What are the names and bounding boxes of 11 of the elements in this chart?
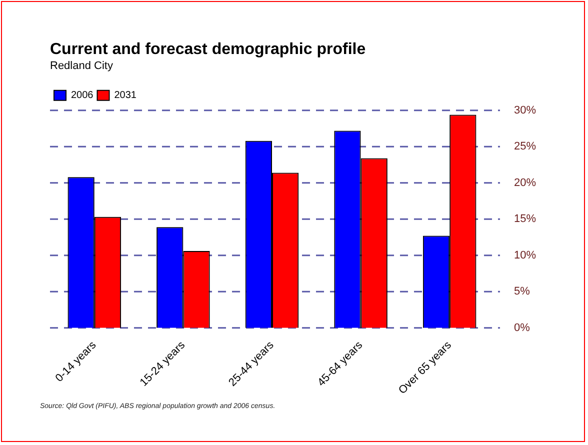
legend-label: 2006 <box>71 90 94 102</box>
y-tick-label: 20% <box>514 176 536 189</box>
y-tick-label: 15% <box>514 213 536 226</box>
y-tick-label: 5% <box>514 286 530 298</box>
chart-subtitle: Redland City <box>50 60 114 72</box>
y-tick-label: 10% <box>514 249 536 262</box>
y-tick-label: 0% <box>514 322 530 334</box>
y-tick-label: 25% <box>514 140 536 153</box>
chart-title: Current and forecast demographic profile <box>50 41 366 58</box>
y-tick-label: 30% <box>514 104 536 116</box>
legend-label: 2031 <box>114 90 137 102</box>
